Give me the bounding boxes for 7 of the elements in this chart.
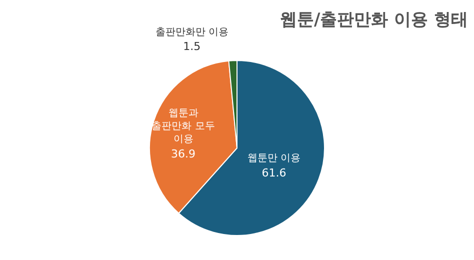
data-label: 36.9: [171, 147, 196, 160]
slice-label: 웹툰과 출판만화 모두 이용: [152, 108, 215, 146]
slice-label: 출판만화만 이용: [155, 26, 228, 38]
text: 웹툰/출판만화 이용 형태: [280, 9, 468, 31]
slice-label: 웹툰만 이용: [247, 153, 301, 164]
data-label: 1.5: [183, 40, 201, 54]
data-label: 61.6: [262, 166, 286, 180]
